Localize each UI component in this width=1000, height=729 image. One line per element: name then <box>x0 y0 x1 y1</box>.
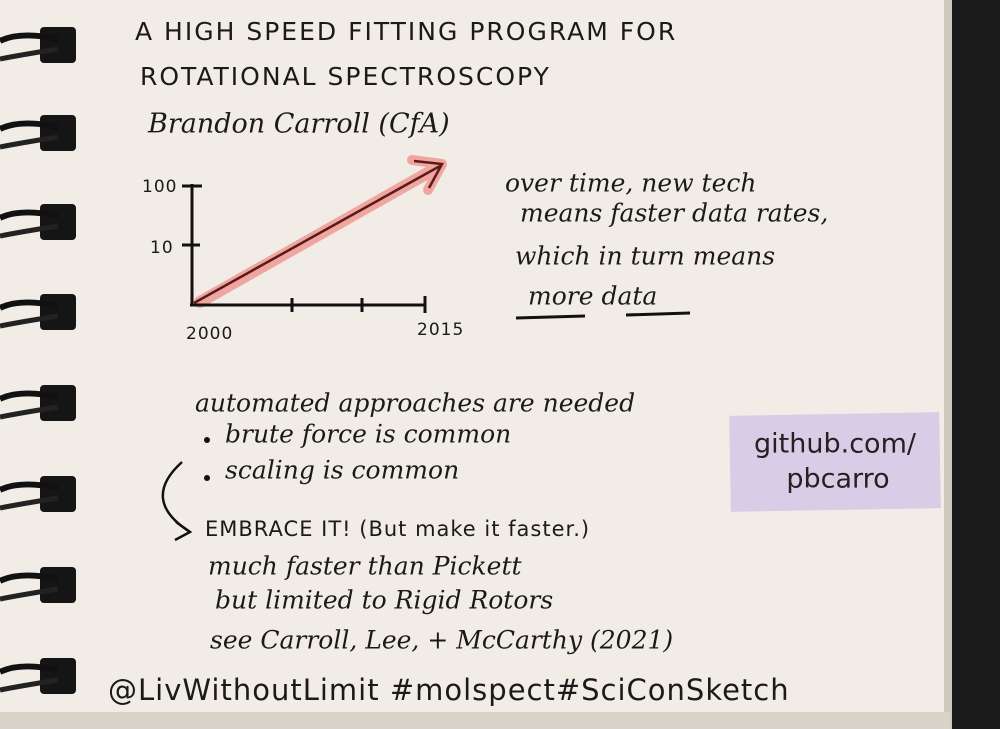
title-line: A HIGH SPEED FITTING PROGRAM FOR <box>135 17 677 46</box>
arrow-head <box>413 159 444 189</box>
spiral-binding <box>0 27 76 694</box>
binding-hole <box>40 567 76 603</box>
underline <box>625 311 691 317</box>
spiral-ring <box>0 495 59 511</box>
binding-hole <box>40 204 76 240</box>
section-line: EMBRACE IT! (But make it faster.) <box>205 517 590 541</box>
bullet <box>204 475 210 481</box>
x-tick-label: 2015 <box>417 320 464 340</box>
note-line: over time, new tech <box>505 169 757 198</box>
binding-hole <box>40 385 76 421</box>
spiral-ring <box>0 677 59 693</box>
binding-hole <box>40 658 76 694</box>
paper-edge <box>944 0 952 729</box>
section-line: much faster than Pickett <box>208 552 522 581</box>
binding-hole <box>40 476 76 512</box>
note-line: more data <box>528 282 657 311</box>
note-line: which in turn means <box>515 242 775 271</box>
x-tick-label: 2000 <box>186 324 233 344</box>
y-tick-label: 100 <box>142 177 177 197</box>
binding-hole <box>40 294 76 330</box>
spiral-ring <box>0 120 59 132</box>
bullet <box>204 437 210 443</box>
spiral-ring <box>0 299 59 311</box>
spiral-ring <box>0 390 59 402</box>
spiral-ring <box>0 586 59 602</box>
section-line: but limited to Rigid Rotors <box>215 586 553 615</box>
spiral-ring <box>0 481 59 493</box>
title-line: ROTATIONAL SPECTROSCOPY <box>140 62 551 91</box>
y-tick-label: 10 <box>150 238 174 258</box>
spiral-ring <box>0 663 59 675</box>
sticker-text: pbcarro <box>786 464 889 495</box>
bullet-text: scaling is common <box>225 456 459 485</box>
footer: @LivWithoutLimit #molspect#SciConSketch <box>108 673 790 707</box>
section-heading: automated approaches are needed <box>195 389 635 418</box>
spiral-ring <box>0 223 59 239</box>
spiral-ring <box>0 46 59 62</box>
bullet-text: brute force is common <box>225 420 511 449</box>
spiral-ring <box>0 313 59 329</box>
paper-bottom <box>0 712 950 729</box>
note-line: means faster data rates, <box>520 199 828 228</box>
arrow-head <box>174 520 193 542</box>
binding-hole <box>40 115 76 151</box>
spiral-ring <box>0 32 59 44</box>
section-line: see Carroll, Lee, + McCarthy (2021) <box>210 626 673 655</box>
arrow <box>193 164 441 305</box>
sketch-chart: 100 10 2000 2015 <box>142 155 464 344</box>
spiral-ring <box>0 572 59 584</box>
notebook-edge <box>950 0 1000 729</box>
author: Brandon Carroll (CfA) <box>147 109 450 140</box>
sticker-text: github.com/ <box>754 429 917 460</box>
sticker-highlight <box>729 412 941 512</box>
underline <box>515 314 586 320</box>
spiral-ring <box>0 404 59 420</box>
spiral-ring <box>0 134 59 150</box>
spiral-ring <box>0 209 59 221</box>
binding-hole <box>40 27 76 63</box>
